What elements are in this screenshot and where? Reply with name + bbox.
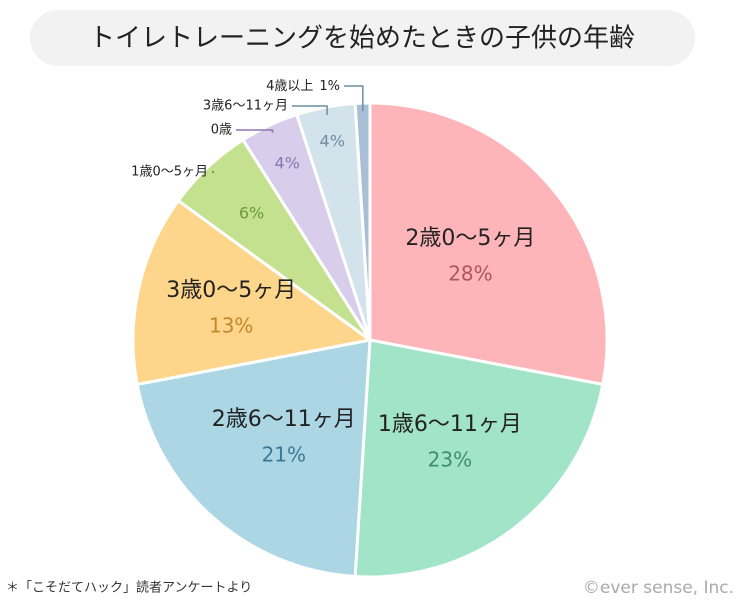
- pie-slice: [135, 338, 372, 579]
- value-label: 13%: [209, 313, 253, 337]
- slice-label: 4歳以上: [266, 79, 313, 94]
- pie-slice: [353, 338, 605, 579]
- slice-label: 2歳6〜11ヶ月: [212, 407, 356, 432]
- value-label: 4%: [320, 132, 345, 151]
- value-label: 28%: [448, 261, 492, 285]
- leader-line: [236, 129, 274, 133]
- slice-label: 3歳6〜11ヶ月: [203, 99, 288, 114]
- chart-title: トイレトレーニングを始めたときの子供の年齢: [89, 24, 635, 54]
- slice-label: 1歳6〜11ヶ月: [378, 412, 522, 437]
- slice-label-group: 4歳以上 1%: [266, 79, 340, 94]
- value-label: 1%: [319, 79, 340, 94]
- value-label: 23%: [428, 447, 472, 471]
- slice-label: 0歳: [211, 123, 232, 138]
- value-label: 6%: [239, 203, 264, 222]
- footnote: ＊「こそだてハック」読者アンケートより: [6, 580, 252, 596]
- leader-line: [292, 105, 328, 116]
- copyright: ©ever sense, Inc.: [583, 578, 734, 598]
- pie-slice: [131, 198, 374, 387]
- pie-slice: [368, 101, 609, 387]
- slice-label: 3歳0〜5ヶ月: [166, 278, 296, 303]
- value-label: 21%: [262, 442, 306, 466]
- leader-line: [344, 85, 364, 112]
- slice-label: 2歳0〜5ヶ月: [405, 226, 535, 251]
- title-pill: [30, 10, 695, 66]
- value-label: 4%: [275, 154, 300, 173]
- leader-line: [212, 171, 214, 174]
- slice-label: 1歳0〜5ヶ月: [131, 165, 208, 180]
